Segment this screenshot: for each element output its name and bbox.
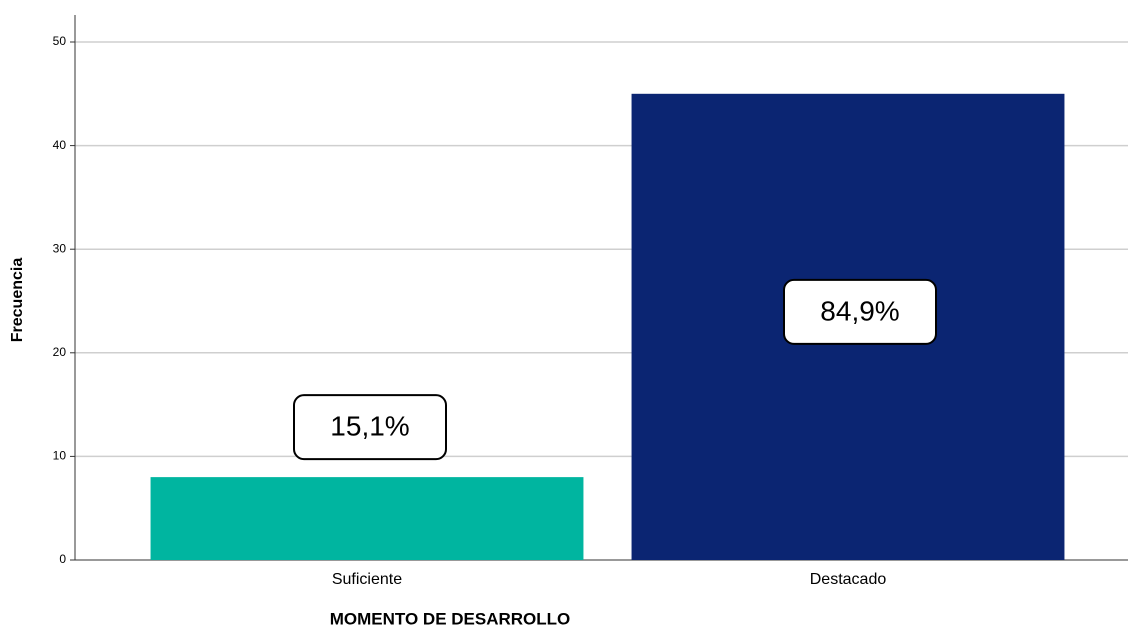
annotation-box [783,278,937,345]
annotation: 84,9% [820,295,899,326]
y-tick-label: 20 [53,345,67,359]
annotation: 15,1% [330,411,409,442]
x-tick-label: Destacado [810,571,887,588]
y-axis-title: Frecuencia [9,258,26,343]
annotation-box [293,394,447,461]
y-tick-label: 10 [53,449,67,463]
y-tick-label: 0 [59,552,66,566]
x-tick-label: Suficiente [332,571,402,588]
y-tick-label: 30 [53,241,67,255]
y-tick-label: 50 [53,34,67,48]
y-tick-label: 40 [53,138,67,152]
x-axis-title: MOMENTO DE DESARROLLO [330,609,571,628]
bar [150,477,584,560]
